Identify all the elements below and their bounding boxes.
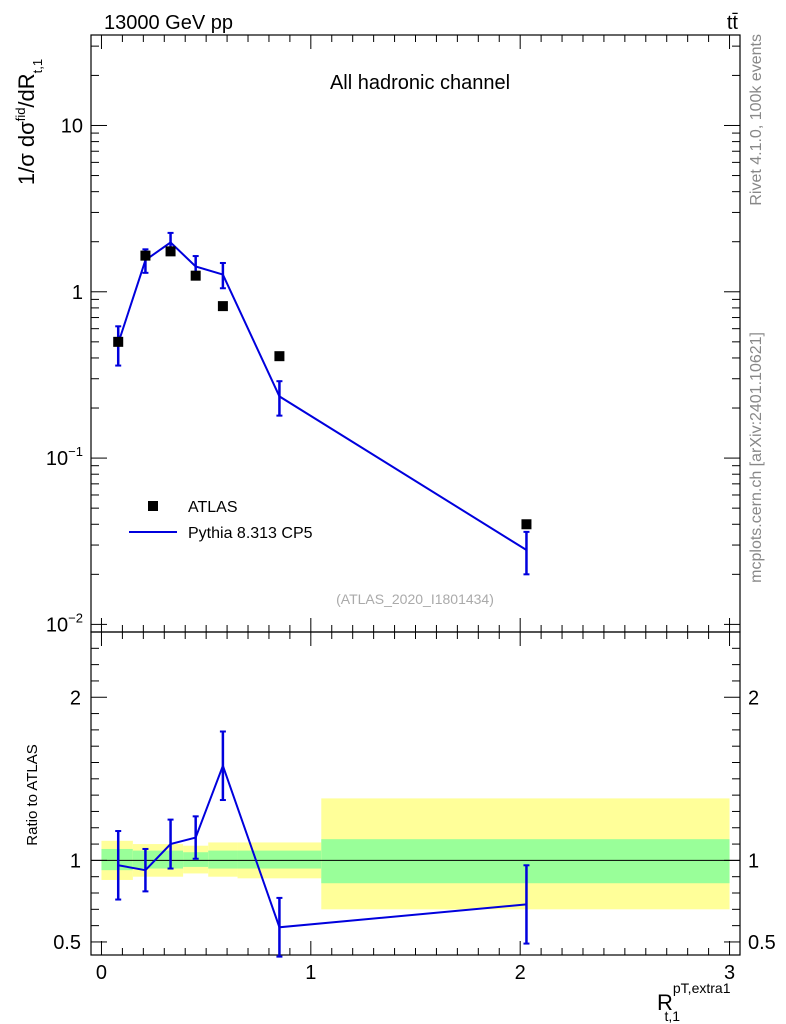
data-point	[521, 519, 532, 530]
energy-label: 13000 GeV pp	[104, 12, 233, 34]
legend: ATLAS Pythia 8.313 CP5	[129, 499, 313, 542]
x-tick-label: 2	[515, 962, 526, 984]
data-point	[190, 270, 201, 281]
y-tick-label-ratio-right: 2	[748, 687, 759, 709]
y-tick-label-ratio-right: 0.5	[748, 932, 776, 954]
y-tick-label-main: 10−1	[46, 444, 83, 470]
data-point	[274, 351, 285, 362]
y-tick-label-ratio-left: 1	[70, 850, 81, 872]
legend-marker-atlas	[148, 501, 158, 511]
data-markers-main	[113, 246, 532, 530]
mc-curve-main	[115, 231, 530, 576]
axis-tick-labels: 0 1 2 3 10−2 10−1 1 10 0.5 0.5 1 1 2 2	[46, 115, 776, 984]
y-tick-label-main: 1	[72, 282, 83, 304]
x-tick-label: 0	[96, 962, 107, 984]
legend-label-atlas: ATLAS	[188, 499, 238, 516]
rivet-label: Rivet 4.1.0, 100k events	[748, 34, 765, 206]
x-tick-label: 1	[305, 962, 316, 984]
main-y-axis-title: 1/σ dσfid/dRt,1	[13, 59, 45, 185]
data-point	[217, 301, 228, 312]
mc-main-line	[117, 241, 527, 551]
data-point	[113, 336, 124, 347]
legend-label-pythia: Pythia 8.313 CP5	[188, 525, 313, 542]
band-inner-5	[237, 850, 322, 869]
process-label: tt̄	[727, 12, 739, 34]
x-axis-title: RpT,extra1 t,1	[657, 980, 731, 1024]
analysis-id: (ATLAS_2020_I1801434)	[336, 591, 494, 607]
site-label: mcplots.cern.ch [arXiv:2401.10621]	[748, 332, 765, 583]
y-tick-label-main: 10−2	[46, 610, 83, 636]
y-tick-label-ratio-right: 1	[748, 850, 759, 872]
mc-curve-ratio	[115, 730, 530, 958]
y-tick-label-main: 10	[61, 115, 83, 137]
data-point	[140, 250, 151, 261]
axis-ticks	[91, 35, 740, 955]
channel-title: All hadronic channel	[330, 72, 510, 94]
main-panel-frame	[90, 34, 741, 633]
ratio-y-axis-title: Ratio to ATLAS	[24, 744, 41, 845]
y-tick-label-ratio-left: 0.5	[53, 932, 81, 954]
x-tick-label: 3	[724, 962, 735, 984]
band-inner-4	[208, 850, 238, 869]
y-tick-label-ratio-left: 2	[70, 687, 81, 709]
data-point	[165, 246, 176, 257]
